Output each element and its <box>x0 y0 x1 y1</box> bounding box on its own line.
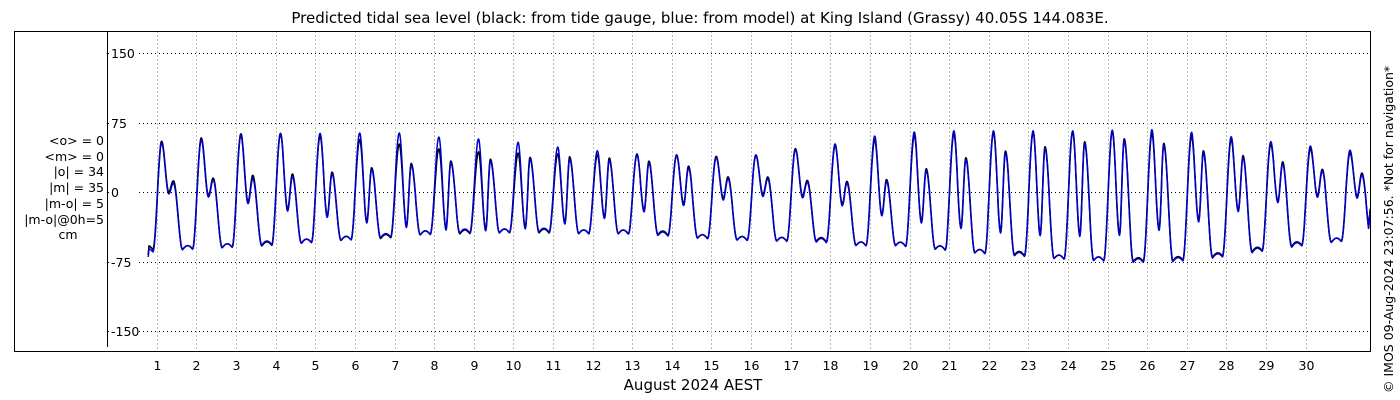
y-tick-label: 0 <box>111 185 119 200</box>
x-tick-label: 13 <box>625 358 641 373</box>
x-tick-label: 16 <box>744 358 760 373</box>
x-tick-label: 26 <box>1140 358 1156 373</box>
x-tick-label: 17 <box>784 358 800 373</box>
x-tick-label: 21 <box>942 358 958 373</box>
x-tick-label: 1 <box>154 358 162 373</box>
x-tick-label: 20 <box>903 358 919 373</box>
y-tick-label: -75 <box>111 255 131 270</box>
grid <box>107 31 1370 351</box>
statistics-panel: <o> = 0 <m> = 0 |o| = 34 |m| = 35 |m-o| … <box>4 133 104 243</box>
stat-difference-at-0h: |m-o|@0h=5 <box>24 211 104 227</box>
x-tick-label: 4 <box>273 358 281 373</box>
x-tick-label: 27 <box>1180 358 1196 373</box>
y-tick-label: 150 <box>111 46 135 61</box>
x-tick-label: 30 <box>1299 358 1315 373</box>
y-tick-label: 75 <box>111 116 127 131</box>
y-tick-label-bg <box>109 185 139 199</box>
plot-frame <box>14 31 1371 352</box>
x-tick-label: 8 <box>431 358 439 373</box>
y-tick-label-bg <box>109 255 139 269</box>
x-tick-label: 22 <box>982 358 998 373</box>
x-tick-label: 12 <box>586 358 602 373</box>
x-tick-label: 6 <box>352 358 360 373</box>
y-tick-label-bg <box>109 46 139 60</box>
x-tick-label: 18 <box>823 358 839 373</box>
x-axis-label: August 2024 AEST <box>624 376 763 394</box>
x-tick-label: 29 <box>1259 358 1275 373</box>
x-tick-label: 7 <box>392 358 400 373</box>
stat-abs-difference: |m-o| = 5 <box>44 195 104 211</box>
x-tick-label: 11 <box>546 358 562 373</box>
series-model-line <box>147 128 1371 264</box>
stat-mean-observed: <o> = 0 <box>49 133 104 148</box>
x-tick-label: 19 <box>863 358 879 373</box>
stat-abs-model: |m| = 35 <box>49 180 104 196</box>
y-tick-label: -150 <box>111 324 139 339</box>
chart-title: Predicted tidal sea level (black: from t… <box>291 9 1109 27</box>
x-tick-label: 25 <box>1101 358 1117 373</box>
x-tick-label: 28 <box>1219 358 1235 373</box>
x-tick-label: 23 <box>1021 358 1037 373</box>
series <box>147 128 1371 264</box>
x-tick-label: 9 <box>471 358 479 373</box>
x-tick-label: 5 <box>312 358 320 373</box>
x-tick-label: 24 <box>1061 358 1077 373</box>
x-tick-label: 10 <box>506 358 522 373</box>
y-tick-label-bg <box>109 116 139 130</box>
x-tick-label: 2 <box>193 358 201 373</box>
y-tick-label-bg <box>109 324 139 338</box>
stat-mean-model: <m> = 0 <box>44 148 105 164</box>
x-tick-label: 14 <box>665 358 681 373</box>
x-tick-label: 3 <box>233 358 241 373</box>
stat-unit: cm <box>58 227 78 243</box>
x-tick-label: 15 <box>704 358 720 373</box>
stat-abs-observed: |o| = 34 <box>53 164 104 180</box>
